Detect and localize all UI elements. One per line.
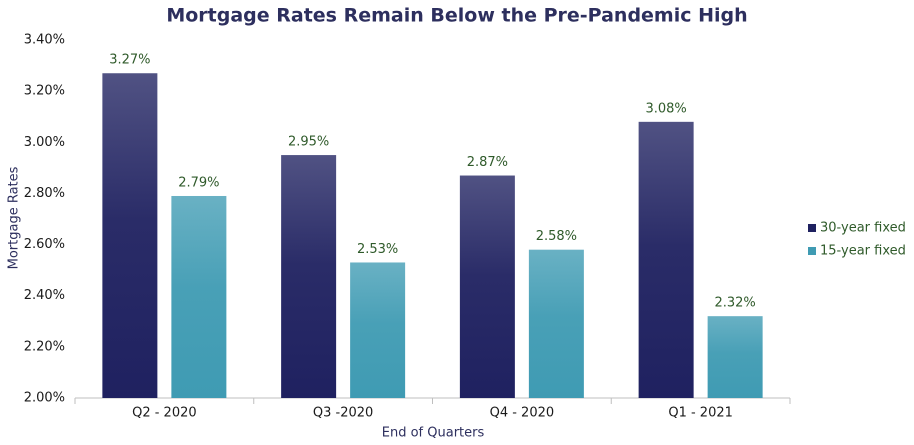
value-label: 2.87% [467, 155, 508, 170]
bar [350, 262, 406, 398]
x-tick-label: Q4 - 2020 [490, 406, 555, 421]
value-label: 2.95% [288, 135, 329, 150]
legend-swatch [808, 224, 816, 232]
bar [102, 73, 158, 398]
y-tick-label: 3.00% [24, 135, 65, 150]
y-tick-label: 3.20% [24, 84, 65, 99]
bar [528, 249, 584, 398]
legend-label: 30-year fixed [820, 221, 906, 236]
bar [707, 316, 763, 398]
y-axis-label: Mortgage Rates [7, 166, 22, 269]
y-tick-label: 2.20% [24, 339, 65, 354]
value-label: 2.79% [178, 175, 219, 190]
value-label: 2.53% [357, 242, 398, 257]
value-label: 3.08% [645, 101, 686, 116]
bar [459, 175, 515, 398]
legend-swatch [808, 247, 816, 255]
x-tick-label: Q1 - 2021 [668, 406, 733, 421]
y-tick-label: 2.40% [24, 288, 65, 303]
value-label: 3.27% [109, 53, 150, 68]
legend-label: 15-year fixed [820, 244, 906, 259]
y-tick-label: 3.40% [24, 33, 65, 48]
bar [281, 155, 337, 398]
chart-title: Mortgage Rates Remain Below the Pre-Pand… [166, 5, 747, 27]
x-tick-label: Q3 -2020 [313, 406, 373, 421]
value-label: 2.58% [536, 229, 577, 244]
y-tick-label: 2.80% [24, 186, 65, 201]
y-tick-label: 2.60% [24, 237, 65, 252]
bar [171, 195, 227, 398]
value-label: 2.32% [714, 296, 755, 311]
bar [638, 121, 694, 398]
x-tick-label: Q2 - 2020 [132, 406, 197, 421]
y-tick-label: 2.00% [24, 391, 65, 406]
x-axis-label: End of Quarters [382, 426, 485, 441]
